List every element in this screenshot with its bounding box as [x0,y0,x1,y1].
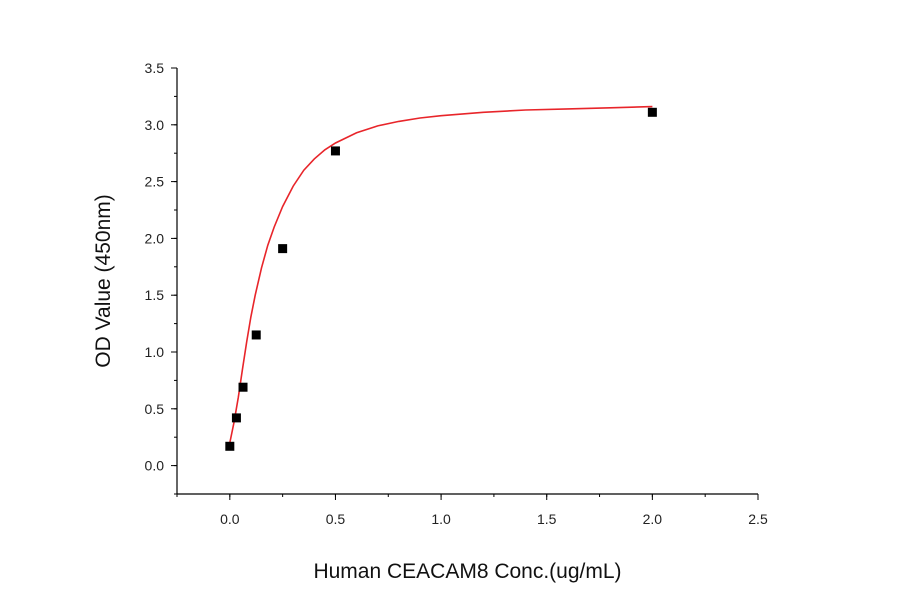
data-points [225,107,657,451]
ticks: 0.0 0.5 1.0 1.5 2.0 2.5 0.0 0.5 1.0 1.5 2.0 2.5 3.0 3… [145,60,768,527]
data-point [238,382,248,392]
y-tick-label: 0.5 [145,401,165,417]
y-tick-label: 1.0 [145,344,165,360]
data-point [330,146,340,156]
y-tick-label: 0.0 [145,458,165,474]
y-tick-label: 3.0 [145,117,165,133]
fit-curve [229,105,653,444]
x-tick-label: 2.0 [643,511,663,527]
x-tick-label: 2.5 [748,511,768,527]
x-tick-label: 0.0 [220,511,240,527]
x-tick-label: 1.0 [431,511,451,527]
data-point [278,244,288,254]
data-point [225,441,235,451]
y-tick-label: 2.0 [145,230,165,246]
y-axis-title: OD Value (450nm) [92,194,115,368]
x-tick-label: 0.5 [326,511,346,527]
data-point [251,330,261,340]
y-tick-label: 1.5 [145,287,165,303]
axes [176,68,758,495]
data-point [231,413,241,423]
y-tick-label: 2.5 [145,174,165,190]
y-tick-label: 3.5 [145,60,165,76]
data-point [647,107,657,117]
x-axis-title: Human CEACAM8 Conc.(ug/mL) [313,560,621,583]
x-tick-label: 1.5 [537,511,557,527]
